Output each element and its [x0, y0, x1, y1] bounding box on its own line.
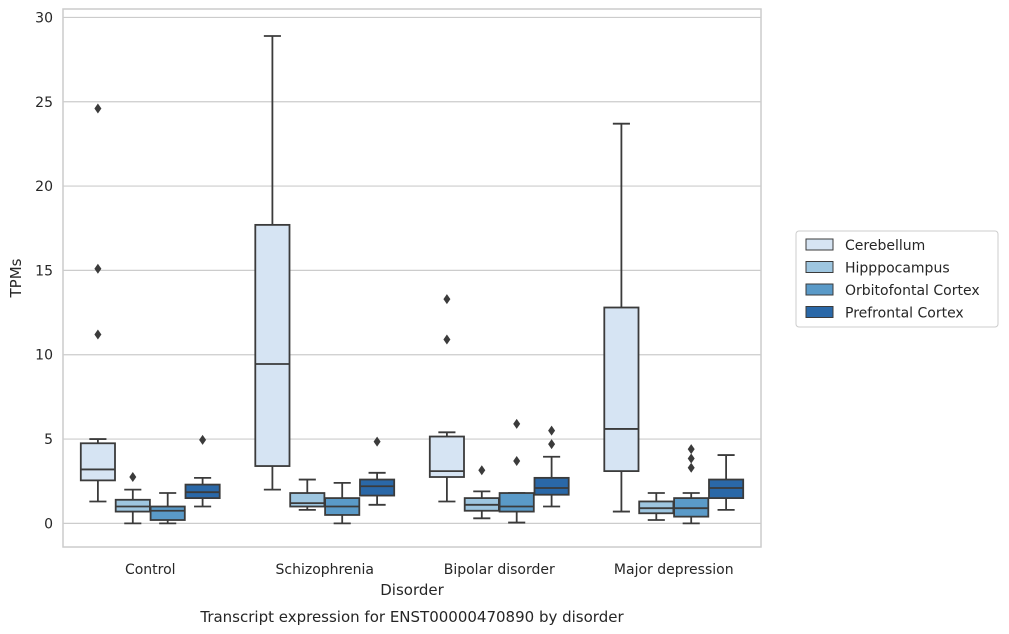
outlier-point [548, 439, 556, 450]
outlier-point [478, 465, 486, 476]
outlier-point [94, 329, 102, 340]
box-series [79, 35, 745, 525]
legend-frame [795, 230, 999, 328]
box [463, 465, 500, 520]
y-tick-label: 5 [44, 432, 53, 448]
plot-frame [62, 8, 762, 548]
outlier-point [129, 472, 137, 483]
y-tick-labels: 0 5 10 15 20 25 30 [35, 10, 53, 532]
outlier-point [199, 434, 207, 445]
box [149, 492, 186, 525]
box [289, 478, 326, 511]
x-tick-label: Bipolar disorder [444, 562, 555, 578]
box-body [149, 505, 186, 521]
y-tick-label: 30 [35, 10, 53, 26]
y-tick-label: 20 [35, 179, 53, 195]
outlier-point [548, 425, 556, 436]
outlier-point [687, 444, 695, 455]
y-tick-label: 15 [35, 263, 53, 279]
box [254, 35, 291, 491]
legend: Cerebellum Hipppocampus Orbitofontal Corte… [795, 230, 999, 328]
outlier-point [443, 334, 451, 345]
box [359, 436, 396, 506]
outlier-point [373, 436, 381, 447]
y-tick-label: 10 [35, 348, 53, 364]
figure-caption: Transcript expression for ENST0000047089… [199, 608, 624, 626]
box-body [498, 492, 535, 513]
box [708, 454, 745, 511]
outlier-point [687, 453, 695, 464]
legend-entry: Hipppocampus [845, 261, 950, 277]
box [324, 482, 361, 525]
legend-entry: Prefrontal Cortex [845, 306, 964, 322]
box [673, 444, 710, 525]
box-body [603, 306, 640, 473]
legend-swatch [805, 283, 834, 296]
box [184, 434, 221, 508]
outlier-point [513, 455, 521, 466]
box [428, 294, 465, 503]
x-tick-label: Schizophrenia [276, 562, 374, 578]
box-body [359, 478, 396, 497]
box [638, 492, 675, 521]
y-axis-label: TPMs [7, 258, 25, 298]
box [79, 103, 116, 503]
legend-entry: Orbitofontal Cortex [845, 283, 980, 299]
outlier-point [94, 263, 102, 274]
box [498, 418, 535, 524]
outlier-point [513, 418, 521, 429]
box [603, 122, 640, 513]
x-axis-label: Disorder [380, 581, 444, 599]
box [114, 472, 151, 525]
legend-entry: Cerebellum [845, 238, 925, 254]
x-tick-label: Control [125, 562, 176, 578]
box-body [533, 476, 570, 496]
box-body [79, 442, 116, 482]
x-tick-label: Major depression [614, 562, 734, 578]
gridlines [63, 16, 761, 524]
outlier-point [443, 294, 451, 305]
y-tick-label: 25 [35, 95, 53, 111]
box [533, 425, 570, 508]
y-tick-label: 0 [44, 516, 53, 532]
legend-swatch [805, 261, 834, 273]
box-body [289, 492, 326, 508]
legend-swatch [805, 238, 834, 251]
box-body [254, 223, 291, 467]
x-tick-labels: Control Schizophrenia Bipolar disorder Majo… [125, 562, 734, 578]
outlier-point [687, 462, 695, 473]
outlier-point [94, 103, 102, 114]
legend-swatch [805, 306, 834, 318]
